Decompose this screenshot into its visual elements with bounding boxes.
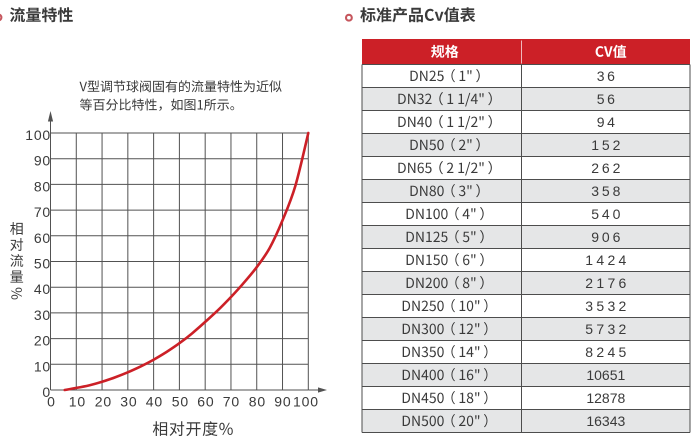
- svg-text:3532: 3532: [585, 298, 626, 314]
- svg-text:10: 10: [34, 358, 51, 374]
- svg-text:60: 60: [197, 393, 214, 409]
- svg-text:262: 262: [591, 160, 620, 176]
- svg-text:100: 100: [293, 393, 319, 409]
- svg-text:30: 30: [120, 393, 137, 409]
- svg-text:358: 358: [591, 183, 620, 199]
- svg-text:50: 50: [172, 393, 189, 409]
- svg-text:16343: 16343: [586, 413, 625, 429]
- svg-text:152: 152: [591, 137, 620, 153]
- svg-text:20: 20: [34, 333, 51, 349]
- svg-text:70: 70: [34, 204, 51, 220]
- svg-text:10651: 10651: [586, 367, 625, 383]
- svg-text:50: 50: [34, 256, 51, 272]
- svg-text:80: 80: [249, 393, 266, 409]
- svg-text:70: 70: [223, 393, 240, 409]
- svg-text:0: 0: [42, 384, 51, 400]
- svg-text:12878: 12878: [586, 390, 625, 406]
- svg-text:80: 80: [34, 178, 51, 194]
- svg-text:94: 94: [597, 114, 615, 130]
- svg-text:90: 90: [34, 153, 51, 169]
- svg-text:906: 906: [591, 229, 620, 245]
- svg-text:100: 100: [25, 127, 51, 143]
- svg-text:8245: 8245: [585, 344, 626, 360]
- svg-text:10: 10: [69, 393, 86, 409]
- svg-text:36: 36: [597, 68, 615, 84]
- svg-text:1424: 1424: [585, 252, 626, 268]
- svg-text:40: 40: [34, 281, 51, 297]
- svg-text:540: 540: [591, 206, 620, 222]
- svg-text:20: 20: [95, 393, 112, 409]
- svg-text:30: 30: [34, 307, 51, 323]
- svg-text:60: 60: [34, 230, 51, 246]
- svg-text:40: 40: [146, 393, 163, 409]
- svg-text:0: 0: [47, 393, 56, 409]
- svg-text:90: 90: [274, 393, 291, 409]
